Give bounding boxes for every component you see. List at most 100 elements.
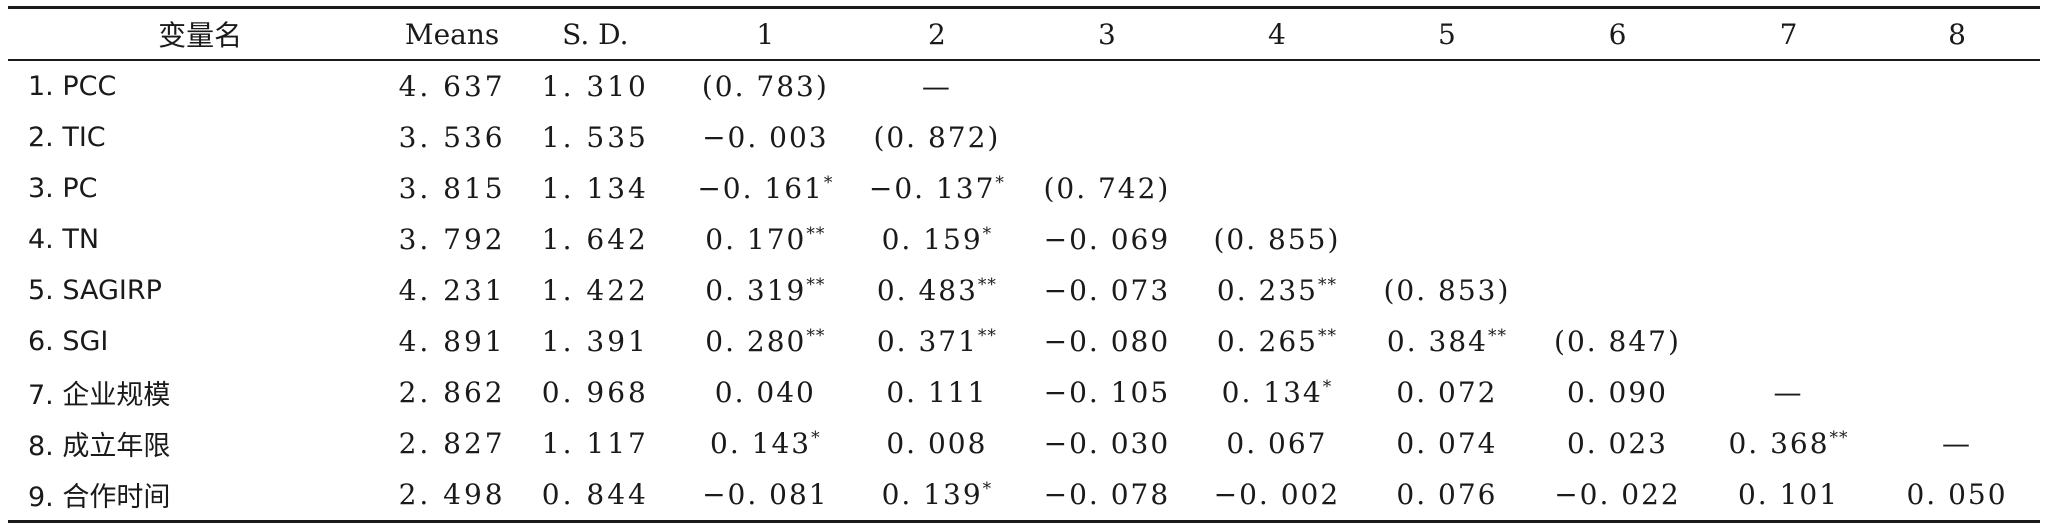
correlation-value: 0. 050 [1906, 478, 2008, 511]
correlation-cell: 0. 159* [852, 214, 1022, 265]
significance-marker: * [995, 173, 1005, 193]
correlation-value: 0. 280 [705, 325, 807, 358]
correlation-value: 0. 483 [876, 274, 978, 307]
significance-marker: ** [806, 275, 826, 295]
sd-cell: 1. 117 [541, 427, 649, 460]
header-col-6: 4 [1268, 17, 1286, 51]
correlation-value: — [1942, 427, 1973, 460]
correlation-value: −0. 105 [1043, 376, 1171, 409]
correlation-cell [1703, 112, 1874, 163]
correlation-cell [1874, 367, 2040, 418]
sd-cell: 0. 844 [541, 478, 649, 511]
correlation-cell: −0. 137* [852, 163, 1022, 214]
correlation-cell: 0. 319** [679, 265, 852, 316]
correlation-value: 0. 072 [1396, 376, 1498, 409]
correlation-value: 0. 090 [1566, 376, 1668, 409]
correlation-cell [1874, 112, 2040, 163]
correlation-value: 0. 067 [1226, 427, 1328, 460]
correlation-value: (0. 847) [1554, 325, 1681, 358]
table-row: 7. 企业规模 2. 862 0. 968 0. 040 0. 111 −0. 105 0.… [8, 367, 2040, 418]
correlation-cell: 0. 235** [1192, 265, 1362, 316]
sd-cell: 1. 535 [541, 121, 649, 154]
correlation-cell [1532, 214, 1703, 265]
significance-marker: ** [1829, 428, 1849, 448]
correlation-cell [1703, 214, 1874, 265]
mean-cell: 2. 498 [398, 478, 506, 511]
correlation-cell [1362, 214, 1532, 265]
correlation-cell: 0. 040 [679, 367, 852, 418]
significance-marker: ** [1317, 326, 1337, 346]
correlation-cell: (0. 847) [1532, 316, 1703, 367]
correlation-table: 变量名 Means S. D. 1 2 3 4 5 6 7 8 1. PCC 4. 637 1. 310… [8, 6, 2040, 523]
correlation-cell: 0. 265** [1192, 316, 1362, 367]
header-variable-name: 变量名 [158, 19, 243, 52]
correlation-cell: 0. 170** [679, 214, 852, 265]
correlation-cell [1192, 163, 1362, 214]
table-row: 3. PC 3. 815 1. 134 −0. 161* −0. 137* (0. 742… [8, 163, 2040, 214]
correlation-cell [1874, 214, 2040, 265]
variable-label: 6. SGI [28, 326, 109, 357]
correlation-cell: 0. 111 [852, 367, 1022, 418]
correlation-cell [1874, 60, 2040, 112]
significance-marker: ** [1487, 326, 1507, 346]
header-col-8: 6 [1608, 17, 1627, 51]
correlation-cell: 0. 371** [852, 316, 1022, 367]
sd-cell: 1. 310 [541, 70, 649, 103]
correlation-value: (0. 742) [1043, 172, 1171, 205]
correlation-cell: 0. 134* [1192, 367, 1362, 418]
correlation-value: 0. 101 [1737, 478, 1840, 511]
correlation-cell: −0. 002 [1192, 469, 1362, 522]
correlation-cell: — [1703, 367, 1874, 418]
table-row: 6. SGI 4. 891 1. 391 0. 280** 0. 371** −0. 08… [8, 316, 2040, 367]
mean-cell: 4. 231 [398, 274, 506, 307]
correlation-cell: −0. 161* [679, 163, 852, 214]
variable-label: 5. SAGIRP [28, 275, 162, 306]
significance-marker: ** [1317, 275, 1337, 295]
correlation-cell: 0. 101 [1703, 469, 1874, 522]
header-col-10: 8 [1948, 17, 1966, 51]
correlation-cell [1192, 112, 1362, 163]
correlation-cell: 0. 050 [1874, 469, 2040, 522]
correlation-cell: 0. 074 [1362, 418, 1532, 469]
sd-cell: 1. 422 [541, 274, 649, 307]
mean-cell: 3. 536 [398, 121, 506, 154]
correlation-cell: (0. 742) [1022, 163, 1192, 214]
correlation-cell: 0. 384** [1362, 316, 1532, 367]
correlation-value: −0. 073 [1043, 274, 1171, 307]
correlation-cell: 0. 072 [1362, 367, 1532, 418]
correlation-value: −0. 022 [1554, 478, 1681, 511]
correlation-cell [1192, 60, 1362, 112]
correlation-cell [1703, 265, 1874, 316]
correlation-value: 0. 319 [705, 274, 807, 307]
significance-marker: * [823, 173, 834, 193]
mean-cell: 4. 637 [398, 70, 506, 103]
correlation-cell: −0. 030 [1022, 418, 1192, 469]
correlation-cell: 0. 008 [852, 418, 1022, 469]
sd-cell: 1. 391 [541, 325, 649, 358]
mean-cell: 2. 827 [398, 427, 506, 460]
correlation-cell: −0. 069 [1022, 214, 1192, 265]
correlation-cell [1874, 316, 2040, 367]
correlation-value: −0. 081 [702, 478, 829, 511]
correlation-value: (0. 783) [701, 70, 829, 103]
variable-label: 4. TN [28, 224, 100, 255]
correlation-cell [1022, 60, 1192, 112]
correlation-cell [1703, 163, 1874, 214]
correlation-value: −0. 003 [702, 121, 829, 154]
correlation-cell: — [1874, 418, 2040, 469]
mean-cell: 3. 792 [398, 223, 506, 256]
table-row: 5. SAGIRP 4. 231 1. 422 0. 319** 0. 483** −0.… [8, 265, 2040, 316]
correlation-value: 0. 159 [881, 223, 983, 256]
correlation-cell: (0. 855) [1192, 214, 1362, 265]
header-col-3: 1 [756, 17, 775, 51]
correlation-value: −0. 002 [1213, 478, 1341, 511]
correlation-cell: (0. 853) [1362, 265, 1532, 316]
correlation-value: (0. 853) [1383, 274, 1511, 307]
correlation-table-container: 变量名 Means S. D. 1 2 3 4 5 6 7 8 1. PCC 4. 637 1. 310… [8, 6, 2040, 523]
correlation-value: 0. 023 [1566, 427, 1668, 460]
header-col-7: 5 [1438, 17, 1456, 51]
correlation-value: −0. 078 [1043, 478, 1171, 511]
header-col-4: 2 [927, 17, 946, 51]
correlation-value: 0. 235 [1216, 274, 1318, 307]
mean-cell: 3. 815 [398, 172, 506, 205]
